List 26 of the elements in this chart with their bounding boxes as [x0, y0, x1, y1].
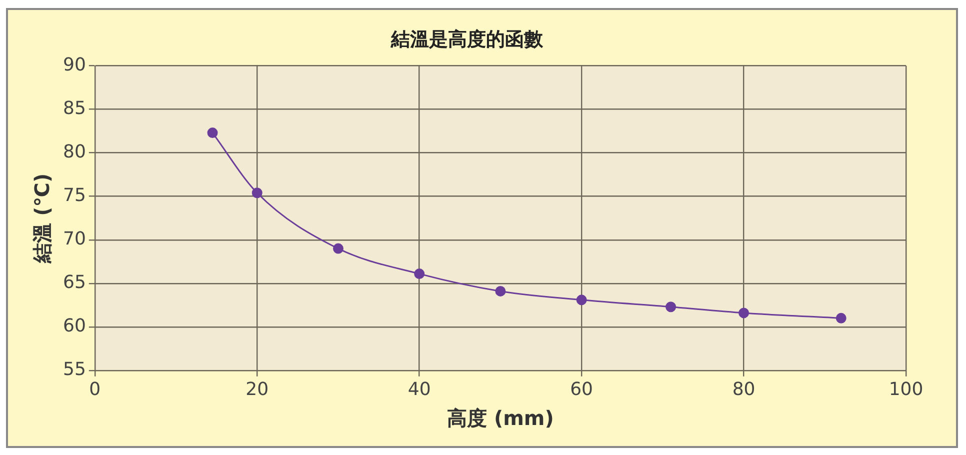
point: [332, 243, 344, 254]
x-axis-title: 高度 (mm): [446, 406, 554, 430]
point: [576, 294, 587, 306]
y-tick-label: 60: [63, 316, 86, 337]
point: [252, 188, 262, 198]
x-tick-label: 100: [888, 378, 924, 400]
point: [666, 302, 676, 312]
y-tick-label: 70: [63, 228, 86, 250]
y-tick-label: 85: [63, 98, 86, 119]
y-tick-label: 55: [63, 359, 86, 380]
x-tick-label: 20: [246, 378, 269, 400]
point: [414, 268, 425, 280]
x-tick-label: 40: [408, 378, 431, 400]
point: [207, 128, 218, 138]
y-tick-label: 90: [63, 54, 86, 76]
y-tick-label: 80: [63, 142, 86, 162]
x-tick-label: 80: [732, 378, 756, 400]
chart-title: 結溫是高度的函數: [390, 28, 544, 50]
point: [836, 312, 846, 324]
point: [495, 286, 506, 296]
point: [738, 308, 750, 318]
x-tick-label: 60: [570, 378, 594, 400]
x-tick-label: 0: [89, 378, 101, 400]
y-tick-label: 75: [63, 185, 86, 206]
y-tick-label: 65: [63, 272, 86, 294]
y-axis-title: 結溫 (℃): [30, 173, 54, 264]
